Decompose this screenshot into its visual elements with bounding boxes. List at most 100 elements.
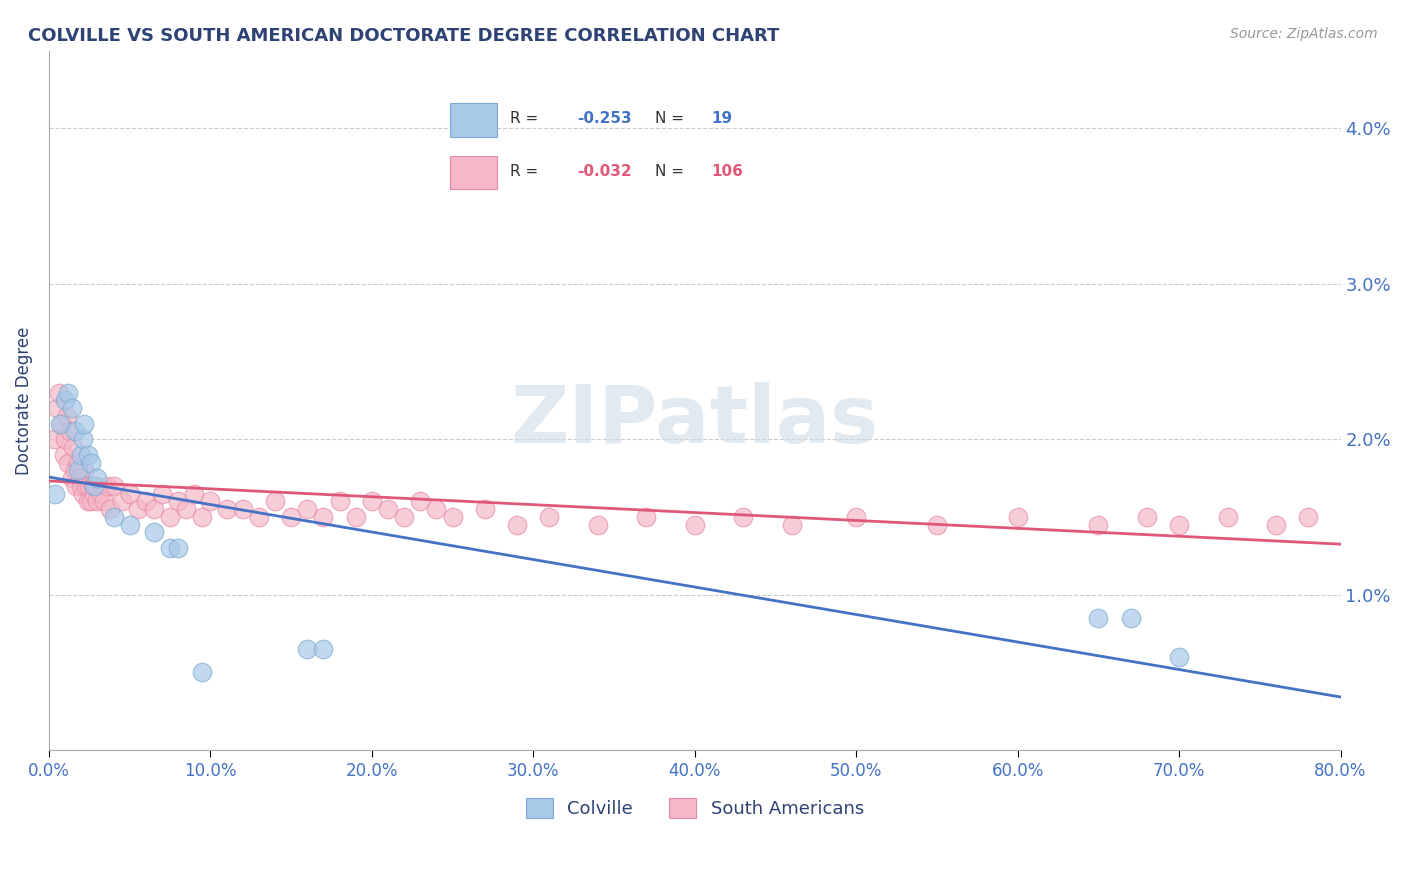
Point — [66, 456, 89, 470]
Point — [280, 510, 302, 524]
Point — [167, 494, 190, 508]
Point — [150, 486, 173, 500]
Point — [1264, 517, 1286, 532]
Point — [70, 479, 93, 493]
Point — [51, 417, 73, 431]
Point — [392, 510, 415, 524]
Point — [90, 486, 112, 500]
Point — [159, 541, 181, 555]
Point — [58, 385, 80, 400]
Point — [59, 425, 82, 439]
Point — [297, 502, 319, 516]
Point — [360, 494, 382, 508]
Point — [118, 486, 141, 500]
Text: Source: ZipAtlas.com: Source: ZipAtlas.com — [1230, 27, 1378, 41]
Point — [111, 494, 134, 508]
Point — [344, 510, 367, 524]
Text: ZIPatlas: ZIPatlas — [510, 383, 879, 460]
Point — [103, 510, 125, 524]
Point — [79, 479, 101, 493]
Point — [409, 494, 432, 508]
Point — [683, 517, 706, 532]
Point — [55, 409, 77, 423]
Point — [538, 510, 561, 524]
Point — [636, 510, 658, 524]
Point — [49, 417, 72, 431]
Point — [845, 510, 868, 524]
Point — [48, 385, 70, 400]
Point — [135, 494, 157, 508]
Point — [66, 463, 89, 477]
Point — [297, 642, 319, 657]
Point — [63, 463, 86, 477]
Point — [127, 502, 149, 516]
Point — [83, 479, 105, 493]
Point — [70, 448, 93, 462]
Point — [377, 502, 399, 516]
Point — [174, 502, 197, 516]
Point — [191, 510, 214, 524]
Y-axis label: Doctorate Degree: Doctorate Degree — [15, 326, 32, 475]
Point — [65, 479, 87, 493]
Point — [1216, 510, 1239, 524]
Point — [312, 642, 335, 657]
Point — [76, 494, 98, 508]
Point — [75, 479, 97, 493]
Point — [52, 448, 75, 462]
Point — [200, 494, 222, 508]
Point — [312, 510, 335, 524]
Point — [83, 486, 105, 500]
Point — [96, 479, 118, 493]
Point — [60, 471, 83, 485]
Legend: Colville, South Americans: Colville, South Americans — [519, 790, 872, 825]
Point — [142, 502, 165, 516]
Point — [1136, 510, 1159, 524]
Point — [780, 517, 803, 532]
Point — [53, 432, 76, 446]
Point — [1168, 649, 1191, 664]
Point — [1007, 510, 1029, 524]
Point — [1168, 517, 1191, 532]
Point — [474, 502, 496, 516]
Point — [44, 486, 66, 500]
Point — [42, 432, 65, 446]
Point — [167, 541, 190, 555]
Point — [93, 494, 115, 508]
Point — [733, 510, 755, 524]
Point — [1087, 611, 1109, 625]
Point — [1296, 510, 1319, 524]
Point — [103, 479, 125, 493]
Point — [232, 502, 254, 516]
Point — [183, 486, 205, 500]
Point — [925, 517, 948, 532]
Point — [72, 432, 94, 446]
Point — [215, 502, 238, 516]
Point — [142, 525, 165, 540]
Point — [63, 425, 86, 439]
Point — [72, 486, 94, 500]
Point — [247, 510, 270, 524]
Point — [1119, 611, 1142, 625]
Point — [425, 502, 447, 516]
Point — [80, 456, 103, 470]
Point — [73, 417, 96, 431]
Point — [84, 479, 107, 493]
Point — [329, 494, 352, 508]
Point — [1087, 517, 1109, 532]
Point — [506, 517, 529, 532]
Point — [82, 479, 104, 493]
Point — [46, 401, 69, 416]
Point — [53, 393, 76, 408]
Point — [60, 401, 83, 416]
Point — [58, 456, 80, 470]
Point — [86, 494, 108, 508]
Point — [159, 510, 181, 524]
Point — [98, 502, 121, 516]
Point — [441, 510, 464, 524]
Point — [586, 517, 609, 532]
Point — [73, 463, 96, 477]
Point — [191, 665, 214, 680]
Point — [80, 494, 103, 508]
Point — [86, 471, 108, 485]
Point — [76, 448, 98, 462]
